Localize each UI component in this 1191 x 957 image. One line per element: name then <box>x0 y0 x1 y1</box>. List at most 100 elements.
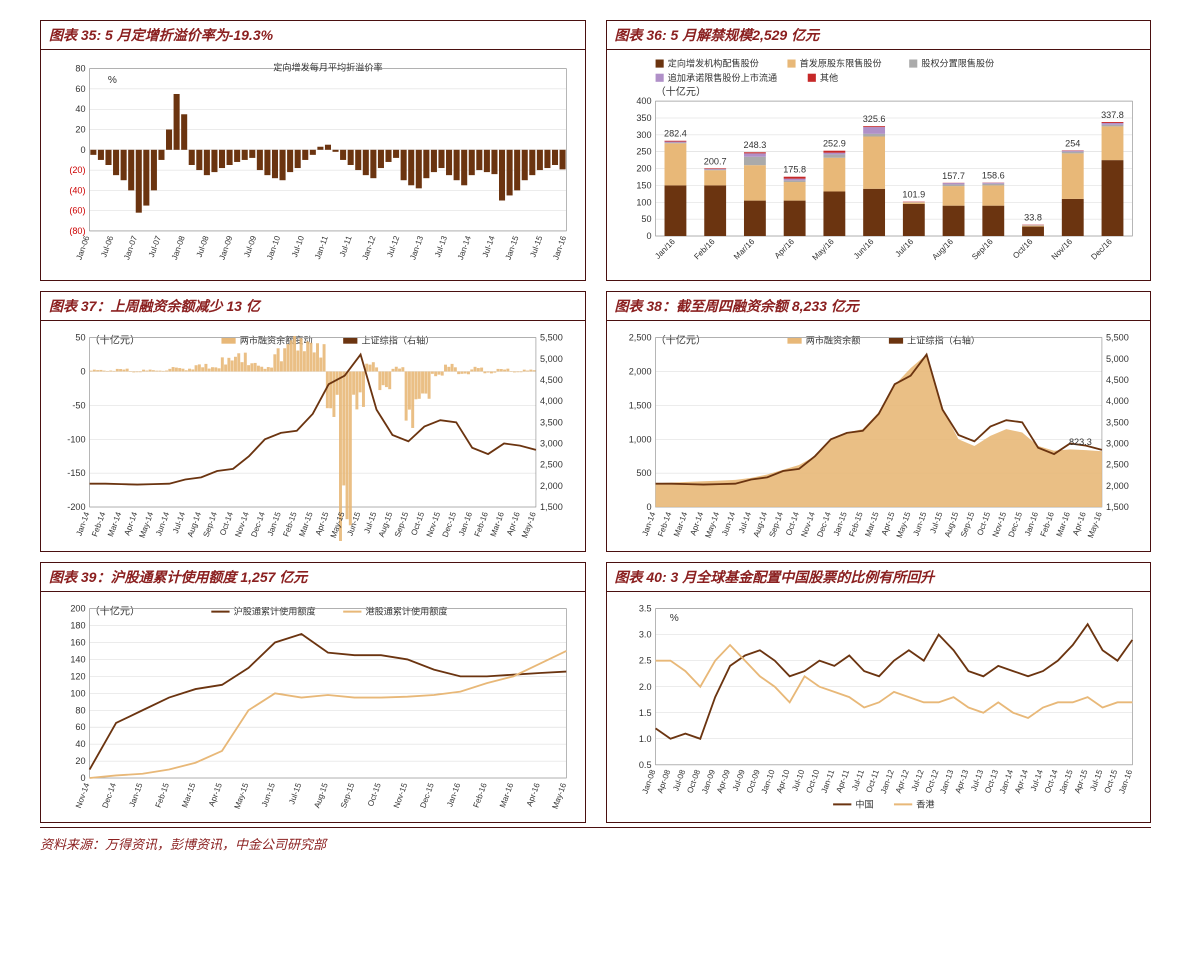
svg-text:2,000: 2,000 <box>628 367 651 377</box>
svg-text:33.8: 33.8 <box>1024 213 1042 223</box>
svg-text:首发原股东限售股份: 首发原股东限售股份 <box>799 58 881 69</box>
svg-text:Mar-15: Mar-15 <box>180 781 197 809</box>
svg-text:2,500: 2,500 <box>1105 460 1128 470</box>
svg-text:中国: 中国 <box>855 798 873 809</box>
svg-text:Dec-15: Dec-15 <box>418 781 436 809</box>
svg-text:Jan-14: Jan-14 <box>456 234 473 261</box>
svg-text:Oct-15: Oct-15 <box>975 510 992 536</box>
svg-text:823.3: 823.3 <box>1068 437 1091 447</box>
svg-text:2.0: 2.0 <box>638 682 651 692</box>
svg-text:May-14: May-14 <box>138 510 156 539</box>
chart35-panel: 图表 35: 5 月定增折溢价率为-19.3% (80)(60)(40)(20)… <box>40 20 586 281</box>
svg-text:Jan-12: Jan-12 <box>361 234 378 261</box>
svg-text:Jan/16: Jan/16 <box>653 237 677 261</box>
svg-text:Dec-15: Dec-15 <box>441 510 459 538</box>
source-footer: 资料来源：万得资讯，彭博资讯，中金公司研究部 <box>40 827 1151 853</box>
svg-text:Jul-11: Jul-11 <box>850 768 866 792</box>
svg-text:0: 0 <box>80 145 85 155</box>
svg-text:157.7: 157.7 <box>942 171 965 181</box>
svg-text:300: 300 <box>636 130 651 140</box>
svg-text:Jul/16: Jul/16 <box>893 237 915 259</box>
svg-text:Jul-15: Jul-15 <box>362 510 378 534</box>
svg-text:上证综指（右轴）: 上证综指（右轴） <box>907 335 980 346</box>
svg-text:Jan-16: Jan-16 <box>551 234 568 261</box>
svg-text:Mar-15: Mar-15 <box>863 510 880 538</box>
svg-text:50: 50 <box>75 333 85 343</box>
svg-text:40: 40 <box>75 739 85 749</box>
svg-text:Jun-15: Jun-15 <box>911 510 928 537</box>
svg-text:3.5: 3.5 <box>638 604 651 614</box>
svg-text:Nov-15: Nov-15 <box>392 781 410 809</box>
svg-text:Jul-10: Jul-10 <box>790 768 806 792</box>
svg-text:Mar-14: Mar-14 <box>106 510 123 538</box>
svg-text:Mar-14: Mar-14 <box>672 510 689 538</box>
svg-text:40: 40 <box>75 104 85 114</box>
chart39-panel: 图表 39：沪股通累计使用额度 1,257 亿元 （十亿元）沪股通累计使用额度港… <box>40 562 586 823</box>
svg-text:250: 250 <box>636 147 651 157</box>
svg-text:500: 500 <box>636 468 651 478</box>
svg-text:(60): (60) <box>69 206 85 216</box>
svg-text:60: 60 <box>75 84 85 94</box>
svg-text:Nov-15: Nov-15 <box>425 510 443 538</box>
svg-text:Jul-06: Jul-06 <box>99 234 115 258</box>
chart39-svg: （十亿元）沪股通累计使用额度港股通累计使用额度02040608010012014… <box>49 600 577 814</box>
svg-text:Jun-15: Jun-15 <box>260 781 277 808</box>
svg-text:May-16: May-16 <box>551 781 569 810</box>
svg-text:2,500: 2,500 <box>628 333 651 343</box>
svg-text:Apr-16: Apr-16 <box>1071 510 1088 536</box>
svg-text:May-16: May-16 <box>1086 510 1104 539</box>
svg-text:Jan-08: Jan-08 <box>170 234 187 261</box>
svg-text:Jan-13: Jan-13 <box>408 234 425 261</box>
svg-text:80: 80 <box>75 64 85 74</box>
svg-text:Oct-14: Oct-14 <box>218 510 235 536</box>
svg-text:200.7: 200.7 <box>703 156 726 166</box>
svg-text:Sep-14: Sep-14 <box>202 510 220 538</box>
svg-text:Apr-11: Apr-11 <box>834 768 851 794</box>
svg-text:May-15: May-15 <box>329 510 347 539</box>
svg-text:Dec-14: Dec-14 <box>101 781 119 809</box>
svg-text:101.9: 101.9 <box>902 190 925 200</box>
svg-text:（十亿元）: （十亿元） <box>655 334 706 347</box>
svg-text:-200: -200 <box>67 502 85 512</box>
svg-text:Feb-15: Feb-15 <box>281 510 298 538</box>
svg-text:0: 0 <box>646 231 651 241</box>
chart40-panel: 图表 40: 3 月全球基金配置中国股票的比例有所回升 %0.51.01.52.… <box>606 562 1152 823</box>
svg-text:2,500: 2,500 <box>540 460 563 470</box>
svg-text:Jan-11: Jan-11 <box>313 234 330 260</box>
svg-text:Jan-16: Jan-16 <box>1023 510 1040 537</box>
svg-text:Feb-16: Feb-16 <box>472 781 489 809</box>
chart38-panel: 图表 38：截至周四融资余额 8,233 亿元 （十亿元）两市融资余额上证综指（… <box>606 291 1152 552</box>
svg-text:0: 0 <box>646 502 651 512</box>
svg-text:0.5: 0.5 <box>638 760 651 770</box>
svg-text:Jul-12: Jul-12 <box>385 234 401 258</box>
svg-text:Jan-14: Jan-14 <box>640 510 657 537</box>
svg-text:160: 160 <box>70 638 85 648</box>
svg-text:Mar/16: Mar/16 <box>732 237 757 262</box>
svg-text:400: 400 <box>636 96 651 106</box>
svg-text:Jul-09: Jul-09 <box>730 768 746 792</box>
svg-text:Sep/16: Sep/16 <box>970 237 995 262</box>
svg-text:香港: 香港 <box>916 798 934 809</box>
svg-text:-150: -150 <box>67 468 85 478</box>
svg-text:80: 80 <box>75 705 85 715</box>
chart35-title: 图表 35: 5 月定增折溢价率为-19.3% <box>41 21 585 50</box>
svg-text:Feb-16: Feb-16 <box>1038 510 1055 538</box>
svg-text:-50: -50 <box>72 400 85 410</box>
svg-text:3,500: 3,500 <box>540 417 563 427</box>
svg-text:Mar-16: Mar-16 <box>498 781 515 809</box>
svg-text:0: 0 <box>80 367 85 377</box>
svg-text:Jan-15: Jan-15 <box>266 510 283 537</box>
svg-text:Nov/16: Nov/16 <box>1049 237 1074 262</box>
svg-text:Oct-15: Oct-15 <box>366 781 383 807</box>
svg-text:Jul-11: Jul-11 <box>338 234 354 258</box>
svg-text:325.6: 325.6 <box>862 114 885 124</box>
svg-text:(40): (40) <box>69 185 85 195</box>
svg-text:Apr-15: Apr-15 <box>1072 768 1089 794</box>
svg-text:Aug-15: Aug-15 <box>942 510 960 538</box>
svg-text:Mar-16: Mar-16 <box>489 510 506 538</box>
svg-text:Jan-16: Jan-16 <box>1117 768 1134 795</box>
svg-text:4,500: 4,500 <box>540 375 563 385</box>
svg-text:Jan-09: Jan-09 <box>218 234 235 261</box>
svg-text:沪股通累计使用额度: 沪股通累计使用额度 <box>234 606 316 617</box>
svg-text:3,500: 3,500 <box>1105 417 1128 427</box>
